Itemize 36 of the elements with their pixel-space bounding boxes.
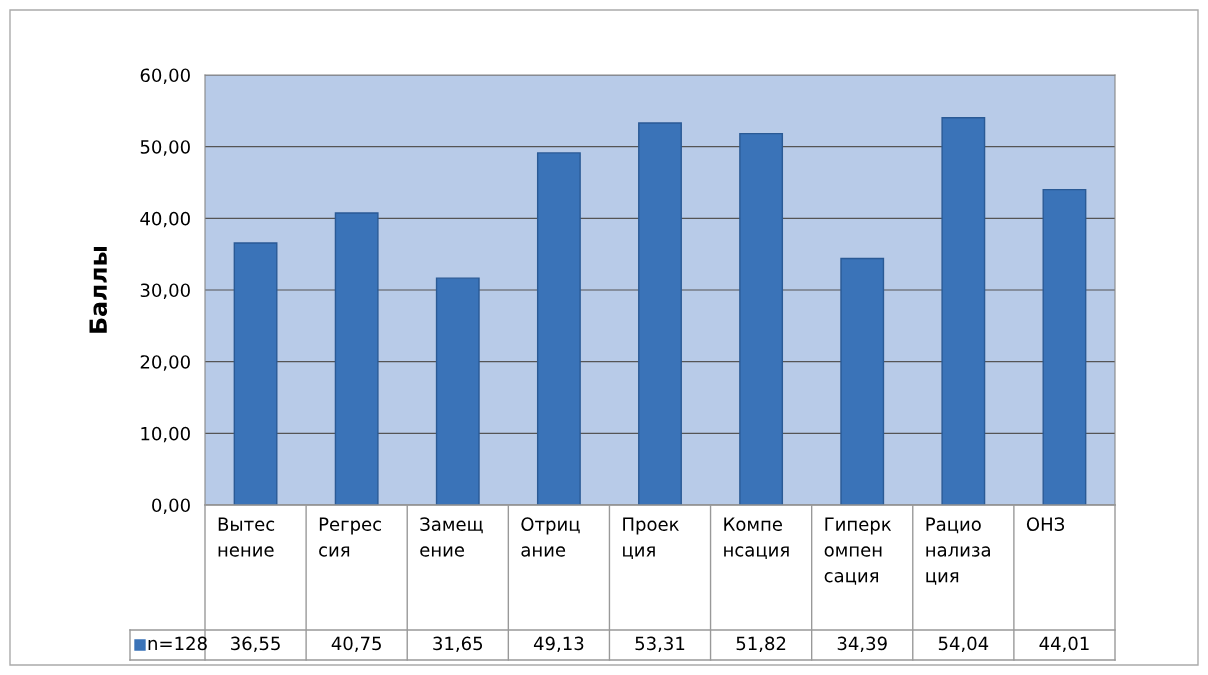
bar: [536, 152, 581, 505]
bar: [435, 277, 480, 505]
y-tick-label: 40,00: [140, 211, 190, 228]
bar: [941, 117, 986, 505]
y-axis-title: Баллы: [89, 246, 108, 333]
x-tick-label: Замещ ение: [420, 517, 483, 557]
data-label: 53,31: [635, 636, 685, 653]
bar: [638, 122, 682, 505]
x-tick-label: ОНЗ: [1026, 517, 1065, 531]
x-tick-label: Рацио нализа ция: [926, 517, 990, 585]
data-label: 51,82: [736, 636, 786, 653]
x-tick-label: Отриц ание: [521, 517, 580, 557]
bar: [334, 212, 379, 505]
bar: [739, 132, 784, 505]
x-tick-label: Регрес сия: [319, 517, 381, 557]
x-tick-label: Вытес нение: [218, 517, 275, 557]
data-label: 54,04: [938, 636, 989, 653]
x-tick-label: Проек ция: [623, 517, 679, 559]
y-tick-label: 10,00: [141, 426, 190, 443]
data-label: 49,13: [533, 636, 584, 653]
y-tick-label: 0,00: [152, 498, 190, 514]
y-tick-label: 30,00: [140, 283, 190, 299]
y-tick-label: 20,00: [140, 355, 190, 371]
data-label: 44,01: [1039, 636, 1089, 653]
data-label: 40,75: [331, 636, 381, 653]
x-tick-label: Гиперк омпен сация: [824, 517, 892, 585]
x-tick-label: Компе нсация: [724, 517, 789, 559]
data-label: 34,39: [837, 636, 887, 653]
bar: [1042, 188, 1087, 505]
bar: [233, 242, 278, 505]
data-label: 31,65: [433, 636, 483, 653]
y-tick-label: 50,00: [140, 140, 190, 156]
bar: [840, 257, 885, 505]
y-tick-label: 60,00: [140, 68, 190, 84]
data-label: 36,55: [231, 636, 280, 653]
legend-label: n=128: [148, 636, 207, 651]
